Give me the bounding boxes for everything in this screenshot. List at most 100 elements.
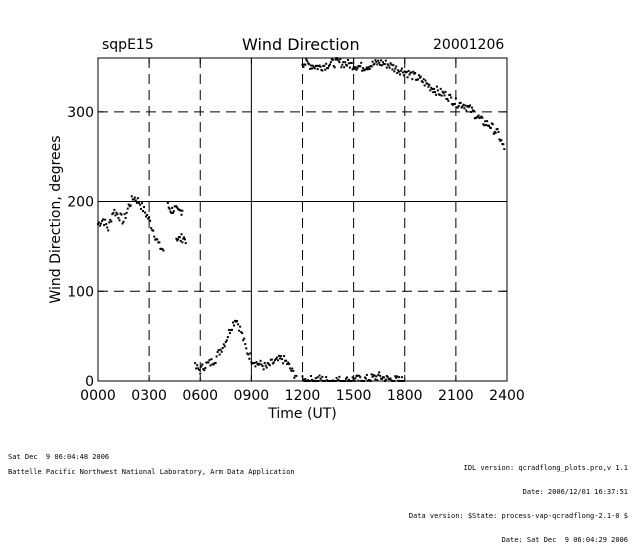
data-point <box>125 211 128 214</box>
data-point <box>418 76 421 79</box>
data-point <box>248 357 251 360</box>
data-point <box>292 369 295 372</box>
data-point <box>197 367 200 370</box>
data-point <box>146 213 149 216</box>
data-point <box>316 376 319 379</box>
data-point <box>443 94 446 97</box>
data-point <box>366 68 369 71</box>
data-point <box>135 201 138 204</box>
data-point <box>225 339 228 342</box>
data-point <box>356 67 359 70</box>
data-point <box>356 374 359 377</box>
data-point <box>151 229 154 232</box>
data-point <box>377 373 380 376</box>
data-point <box>272 361 275 364</box>
data-point <box>354 377 357 380</box>
data-point <box>140 202 143 205</box>
data-point <box>231 321 234 324</box>
data-point <box>258 362 261 365</box>
data-point <box>464 104 467 107</box>
data-point <box>236 320 239 323</box>
data-point <box>348 66 351 69</box>
y-tick-label: 100 <box>67 284 94 300</box>
data-point <box>439 87 442 90</box>
data-point <box>209 364 212 367</box>
data-point <box>480 115 483 118</box>
data-point <box>275 356 278 359</box>
x-tick-label: 2100 <box>438 388 474 404</box>
data-point <box>293 376 296 379</box>
data-point <box>309 67 312 70</box>
data-point <box>132 198 135 201</box>
data-point <box>112 211 115 214</box>
data-point <box>405 71 408 74</box>
data-point <box>318 374 321 377</box>
data-point <box>218 353 221 356</box>
data-point <box>304 63 307 66</box>
data-point <box>210 358 213 361</box>
data-point <box>442 91 445 94</box>
data-point <box>324 68 327 71</box>
data-point <box>100 222 103 225</box>
y-tick-label: 200 <box>67 195 94 211</box>
data-point <box>133 196 136 199</box>
data-point <box>184 242 187 245</box>
data-point <box>271 362 274 365</box>
data-point <box>259 359 262 362</box>
data-point <box>375 375 378 378</box>
data-point <box>390 63 393 66</box>
axis-ticks <box>97 58 508 382</box>
data-point <box>435 85 438 88</box>
data-point <box>251 362 254 365</box>
data-point <box>126 207 129 210</box>
data-point <box>465 109 468 112</box>
data-point <box>212 363 215 366</box>
data-point <box>295 374 298 377</box>
data-point <box>460 106 463 109</box>
data-point <box>152 229 155 232</box>
data-point <box>396 71 399 74</box>
data-point <box>260 363 263 366</box>
data-point <box>406 76 409 79</box>
data-point <box>498 138 501 141</box>
data-point <box>266 361 269 364</box>
data-point <box>153 235 156 238</box>
data-point <box>274 358 277 361</box>
x-tick-label: 1500 <box>336 388 372 404</box>
data-point <box>402 74 405 77</box>
data-point <box>102 218 105 221</box>
data-point <box>411 78 414 81</box>
data-point <box>385 66 388 69</box>
data-point <box>503 148 506 151</box>
data-point <box>238 329 241 332</box>
data-point <box>179 209 182 212</box>
data-point <box>491 123 494 126</box>
data-point <box>172 210 175 213</box>
data-point <box>220 350 223 353</box>
footer-data-version: Data version: $State: process-vap-qcradf… <box>408 512 628 520</box>
x-tick-label: 0300 <box>131 388 167 404</box>
data-point <box>181 241 184 244</box>
data-point <box>171 206 174 209</box>
data-point <box>419 75 422 78</box>
data-point <box>179 239 182 242</box>
x-tick-label: 0000 <box>80 388 116 404</box>
data-point <box>254 365 257 368</box>
data-point <box>252 362 255 365</box>
data-point <box>456 106 459 109</box>
data-point <box>378 371 381 374</box>
data-point <box>200 365 203 368</box>
data-point <box>399 69 402 72</box>
data-point <box>436 89 439 92</box>
data-point <box>279 357 282 360</box>
data-point <box>319 377 322 380</box>
data-point <box>444 90 447 93</box>
data-point <box>371 375 374 378</box>
data-point <box>226 336 229 339</box>
data-point <box>121 222 124 225</box>
data-point <box>311 64 314 67</box>
data-point <box>441 90 444 93</box>
data-point <box>286 363 289 366</box>
tick-labels: 0000 0300 0600 0900 1200 1500 1800 2100 2400 0 100… <box>67 105 525 404</box>
data-point <box>430 86 433 89</box>
